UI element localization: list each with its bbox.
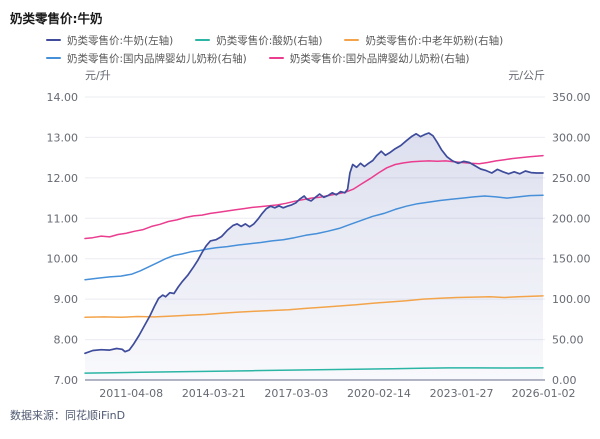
left-axis-unit-label: 元/升	[85, 69, 111, 82]
data-source-label: 数据来源：同花顺iFinD	[10, 409, 126, 422]
y-left-tick-label: 9.00	[54, 293, 79, 306]
chart-title: 奶类零售价:牛奶	[10, 11, 103, 26]
series-line-milk[interactable]	[84, 132, 544, 355]
right-axis-unit-label: 元/公斤	[508, 69, 545, 82]
legend-label: 奶类零售价:牛奶(左轴)	[67, 34, 174, 47]
legend-item-domestic-infant-formula[interactable]: 奶类零售价:国内品牌婴幼儿奶粉(右轴)	[46, 51, 247, 66]
legend-row: 奶类零售价:牛奶(左轴) 奶类零售价:酸奶(右轴) 奶类零售价:中老年奶粉(右轴)	[46, 31, 586, 49]
x-axis-tick-label: 2020-02-14	[347, 387, 411, 400]
y-left-tick-label: 11.00	[47, 212, 79, 225]
x-axis-tick-label: 2017-03-03	[264, 387, 328, 400]
series-line-yogurt[interactable]	[84, 367, 544, 374]
legend-item-yogurt[interactable]: 奶类零售价:酸奶(右轴)	[195, 33, 322, 48]
x-axis-tick-label: 2026-01-02	[512, 387, 576, 400]
y-left-tick-label: 12.00	[47, 172, 79, 185]
series-line-elderly-milk-powder[interactable]	[84, 295, 544, 319]
legend-line-marker	[195, 38, 211, 42]
legend-label: 奶类零售价:酸奶(右轴)	[216, 34, 323, 47]
y-right-tick-label: 0.00	[552, 374, 577, 387]
y-left-tick-label: 14.00	[47, 91, 79, 104]
y-left-tick-label: 8.00	[54, 334, 79, 347]
legend-line-marker	[268, 56, 284, 60]
legend-line-marker	[344, 38, 360, 42]
x-axis-tick-label: 2023-01-27	[430, 387, 494, 400]
y-left-tick-label: 13.00	[47, 131, 79, 144]
y-right-tick-label: 250.00	[552, 172, 591, 185]
y-right-tick-label: 50.00	[552, 334, 584, 347]
x-axis-tick-label: 2014-03-21	[182, 387, 246, 400]
series-line-domestic-infant-formula[interactable]	[84, 194, 544, 281]
legend: 奶类零售价:牛奶(左轴) 奶类零售价:酸奶(右轴) 奶类零售价:中老年奶粉(右轴) 奶…	[46, 31, 586, 67]
y-right-tick-label: 200.00	[552, 212, 591, 225]
y-right-tick-label: 100.00	[552, 293, 591, 306]
series-area-milk	[85, 133, 543, 380]
legend-line-marker	[46, 38, 61, 42]
legend-item-foreign-infant-formula[interactable]: 奶类零售价:国外品牌婴幼儿奶粉(右轴)	[268, 51, 470, 66]
y-right-tick-label: 150.00	[552, 253, 591, 266]
y-right-tick-label: 350.00	[552, 91, 591, 104]
x-axis-tick-label: 2011-04-08	[99, 387, 163, 400]
legend-item-milk[interactable]: 奶类零售价:牛奶(左轴)	[46, 33, 173, 48]
legend-line-marker	[46, 56, 61, 60]
y-left-tick-label: 10.00	[47, 253, 79, 266]
legend-label: 奶类零售价:中老年奶粉(右轴)	[365, 34, 504, 47]
legend-label: 奶类零售价:国外品牌婴幼儿奶粉(右轴)	[289, 52, 470, 65]
y-right-tick-label: 300.00	[552, 131, 591, 144]
y-left-tick-label: 7.00	[54, 374, 79, 387]
legend-row: 奶类零售价:国内品牌婴幼儿奶粉(右轴) 奶类零售价:国外品牌婴幼儿奶粉(右轴)	[46, 49, 586, 67]
legend-label: 奶类零售价:国内品牌婴幼儿奶粉(右轴)	[67, 52, 247, 65]
legend-item-elderly-milk-powder[interactable]: 奶类零售价:中老年奶粉(右轴)	[344, 33, 503, 48]
